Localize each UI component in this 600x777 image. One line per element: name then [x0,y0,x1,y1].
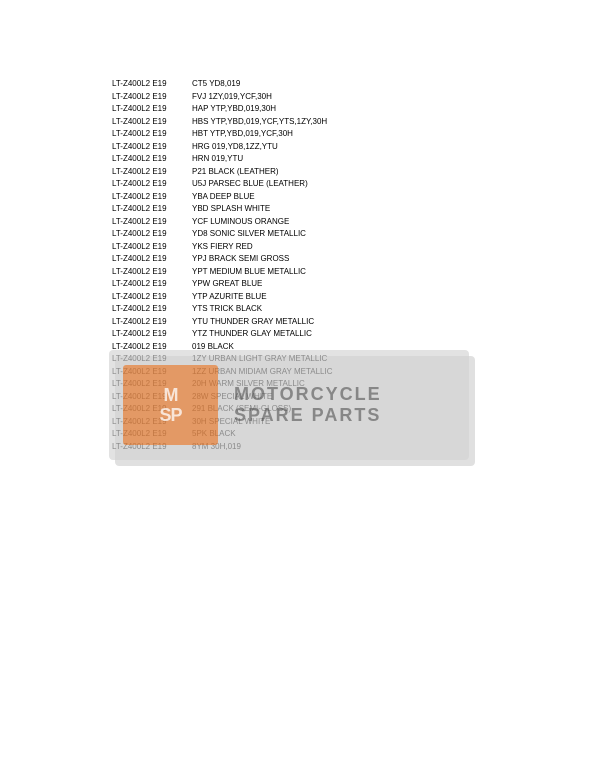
model-code: LT-Z400L2 E19 [112,416,192,429]
color-description: P21 BLACK (LEATHER) [192,166,532,179]
model-code: LT-Z400L2 E19 [112,341,192,354]
model-code: LT-Z400L2 E19 [112,253,192,266]
color-description: YTZ THUNDER GLAY METALLIC [192,328,532,341]
model-code: LT-Z400L2 E19 [112,228,192,241]
table-row: LT-Z400L2 E19YPT MEDIUM BLUE METALLIC [112,266,532,279]
model-code: LT-Z400L2 E19 [112,328,192,341]
model-code: LT-Z400L2 E19 [112,178,192,191]
table-row: LT-Z400L2 E1920H WARM SILVER METALLIC [112,378,532,391]
model-code: LT-Z400L2 E19 [112,141,192,154]
model-code: LT-Z400L2 E19 [112,241,192,254]
model-code: LT-Z400L2 E19 [112,353,192,366]
color-description: HBT YTP,YBD,019,YCF,30H [192,128,532,141]
table-row: LT-Z400L2 E191ZY URBAN LIGHT GRAY METALL… [112,353,532,366]
color-description: YBA DEEP BLUE [192,191,532,204]
color-description: 28W SPECIAL WHITE [192,391,532,404]
color-description: YPT MEDIUM BLUE METALLIC [192,266,532,279]
table-row: LT-Z400L2 E19019 BLACK [112,341,532,354]
table-row: LT-Z400L2 E191ZZ URBAN MIDIAM GRAY METAL… [112,366,532,379]
color-description: YPJ BRACK SEMI GROSS [192,253,532,266]
color-description: YTS TRICK BLACK [192,303,532,316]
model-code: LT-Z400L2 E19 [112,128,192,141]
color-description: YCF LUMINOUS ORANGE [192,216,532,229]
model-code: LT-Z400L2 E19 [112,378,192,391]
model-code: LT-Z400L2 E19 [112,303,192,316]
model-code: LT-Z400L2 E19 [112,316,192,329]
table-row: LT-Z400L2 E1930H SPECIAL WHITE [112,416,532,429]
color-description: 019 BLACK [192,341,532,354]
color-description: 30H SPECIAL WHITE [192,416,532,429]
table-row: LT-Z400L2 E19YBD SPLASH WHITE [112,203,532,216]
model-code: LT-Z400L2 E19 [112,441,192,454]
color-description: YTP AZURITE BLUE [192,291,532,304]
model-code: LT-Z400L2 E19 [112,266,192,279]
color-code-list: LT-Z400L2 E19CT5 YD8,019LT-Z400L2 E19FVJ… [112,78,532,453]
table-row: LT-Z400L2 E19HRG 019,YD8,1ZZ,YTU [112,141,532,154]
model-code: LT-Z400L2 E19 [112,166,192,179]
model-code: LT-Z400L2 E19 [112,153,192,166]
table-row: LT-Z400L2 E19291 BLACK (SEMI-GLOSS) [112,403,532,416]
table-row: LT-Z400L2 E19U5J PARSEC BLUE (LEATHER) [112,178,532,191]
color-description: HBS YTP,YBD,019,YCF,YTS,1ZY,30H [192,116,532,129]
table-row: LT-Z400L2 E19P21 BLACK (LEATHER) [112,166,532,179]
table-row: LT-Z400L2 E195PK BLACK [112,428,532,441]
color-description: 291 BLACK (SEMI-GLOSS) [192,403,532,416]
color-description: FVJ 1ZY,019,YCF,30H [192,91,532,104]
model-code: LT-Z400L2 E19 [112,91,192,104]
color-description: YTU THUNDER GRAY METALLIC [192,316,532,329]
model-code: LT-Z400L2 E19 [112,116,192,129]
table-row: LT-Z400L2 E198YM 30H,019 [112,441,532,454]
color-description: 8YM 30H,019 [192,441,532,454]
table-row: LT-Z400L2 E19YCF LUMINOUS ORANGE [112,216,532,229]
table-row: LT-Z400L2 E19YTS TRICK BLACK [112,303,532,316]
color-description: HAP YTP,YBD,019,30H [192,103,532,116]
color-description: CT5 YD8,019 [192,78,532,91]
table-row: LT-Z400L2 E1928W SPECIAL WHITE [112,391,532,404]
color-description: 20H WARM SILVER METALLIC [192,378,532,391]
table-row: LT-Z400L2 E19YTP AZURITE BLUE [112,291,532,304]
color-description: HRG 019,YD8,1ZZ,YTU [192,141,532,154]
model-code: LT-Z400L2 E19 [112,278,192,291]
table-row: LT-Z400L2 E19HAP YTP,YBD,019,30H [112,103,532,116]
color-description: YPW GREAT BLUE [192,278,532,291]
table-row: LT-Z400L2 E19HBT YTP,YBD,019,YCF,30H [112,128,532,141]
table-row: LT-Z400L2 E19YTU THUNDER GRAY METALLIC [112,316,532,329]
table-row: LT-Z400L2 E19CT5 YD8,019 [112,78,532,91]
model-code: LT-Z400L2 E19 [112,78,192,91]
model-code: LT-Z400L2 E19 [112,203,192,216]
color-description: 1ZZ URBAN MIDIAM GRAY METALLIC [192,366,532,379]
color-description: YBD SPLASH WHITE [192,203,532,216]
model-code: LT-Z400L2 E19 [112,366,192,379]
table-row: LT-Z400L2 E19FVJ 1ZY,019,YCF,30H [112,91,532,104]
page: LT-Z400L2 E19CT5 YD8,019LT-Z400L2 E19FVJ… [0,0,600,777]
table-row: LT-Z400L2 E19YD8 SONIC SILVER METALLIC [112,228,532,241]
table-row: LT-Z400L2 E19YBA DEEP BLUE [112,191,532,204]
table-row: LT-Z400L2 E19YPW GREAT BLUE [112,278,532,291]
color-description: 5PK BLACK [192,428,532,441]
color-description: U5J PARSEC BLUE (LEATHER) [192,178,532,191]
color-description: 1ZY URBAN LIGHT GRAY METALLIC [192,353,532,366]
table-row: LT-Z400L2 E19HBS YTP,YBD,019,YCF,YTS,1ZY… [112,116,532,129]
model-code: LT-Z400L2 E19 [112,391,192,404]
model-code: LT-Z400L2 E19 [112,428,192,441]
model-code: LT-Z400L2 E19 [112,103,192,116]
table-row: LT-Z400L2 E19YKS FIERY RED [112,241,532,254]
model-code: LT-Z400L2 E19 [112,216,192,229]
table-row: LT-Z400L2 E19YTZ THUNDER GLAY METALLIC [112,328,532,341]
color-description: HRN 019,YTU [192,153,532,166]
table-row: LT-Z400L2 E19HRN 019,YTU [112,153,532,166]
model-code: LT-Z400L2 E19 [112,291,192,304]
table-row: LT-Z400L2 E19YPJ BRACK SEMI GROSS [112,253,532,266]
color-description: YD8 SONIC SILVER METALLIC [192,228,532,241]
model-code: LT-Z400L2 E19 [112,403,192,416]
model-code: LT-Z400L2 E19 [112,191,192,204]
color-description: YKS FIERY RED [192,241,532,254]
